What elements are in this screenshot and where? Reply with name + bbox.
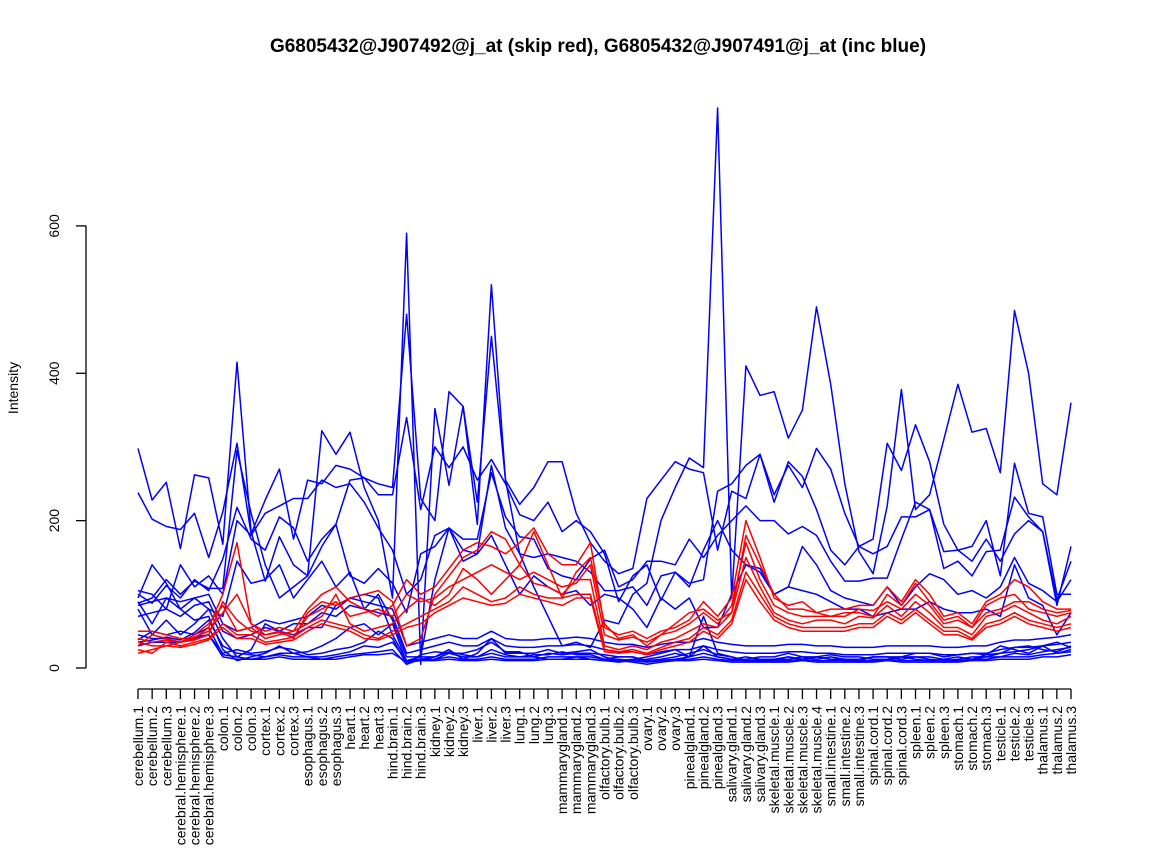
x-tick-label: pinealgland.3: [710, 706, 726, 790]
x-tick-label: testicle.1: [992, 706, 1008, 761]
x-tick-label: skeletal.muscle.3: [794, 706, 810, 814]
x-tick-label: olfactory.bulb.1: [597, 706, 613, 800]
x-tick-label: kidney.2: [441, 706, 457, 757]
skip-red-series-line: [137, 556, 1072, 655]
x-tick-label: colon.3: [243, 706, 259, 751]
x-tick-label: cerebellum.2: [144, 706, 160, 786]
x-tick-label: salivary.gland.2: [738, 706, 754, 802]
x-tick-label: heart.2: [356, 706, 372, 750]
y-axis-label: Intensity: [5, 362, 21, 414]
inc-blue-series-line: [137, 471, 1072, 610]
x-tick-label: ovary.2: [653, 706, 669, 751]
series-lines: [137, 107, 1072, 666]
x-tick-label: spinal.cord.2: [879, 706, 895, 786]
x-tick-label: testicle.3: [1021, 706, 1037, 761]
x-tick-label: spleen.2: [922, 706, 938, 759]
x-tick-label: cortex.1: [257, 706, 273, 756]
inc-blue-series-line: [137, 449, 1072, 614]
skip-red-series-line: [137, 530, 1072, 647]
x-tick-label: stomach.1: [950, 706, 966, 771]
inc-blue-series-line: [137, 416, 1072, 607]
x-tick-label: liver.1: [469, 706, 485, 743]
inc-blue-series-line: [137, 593, 1072, 649]
x-tick-label: spinal.cord.3: [893, 706, 909, 786]
x-tick-label: mammarygland.1: [554, 706, 570, 814]
x-tick-label: cerebellum.1: [130, 706, 146, 786]
x-tick-label: kidney.3: [455, 706, 471, 757]
x-tick-label: liver.3: [498, 706, 514, 743]
x-tick-label: cortex.3: [286, 706, 302, 756]
x-tick-label: liver.2: [483, 706, 499, 743]
x-tick-label: hind.brain.1: [384, 706, 400, 779]
x-tick-label: pinealgland.2: [695, 706, 711, 790]
x-tick-label: lung.2: [526, 706, 542, 744]
x-tick-label: thalamus.3: [1063, 706, 1079, 775]
x-tick-label: esophagus.1: [300, 706, 316, 786]
chart-title: G6805432@J907492@j_at (skip red), G68054…: [270, 36, 926, 57]
x-tick-label: olfactory.bulb.2: [611, 706, 627, 800]
x-tick-label: spleen.1: [908, 706, 924, 759]
x-tick-label: heart.1: [342, 706, 358, 750]
inc-blue-series-line: [137, 313, 1071, 596]
x-tick-label: heart.3: [370, 706, 386, 750]
x-tick-label: spinal.cord.1: [865, 706, 881, 786]
x-tick-label: hind.brain.3: [413, 706, 429, 779]
x-tick-label: cortex.2: [271, 706, 287, 756]
skip-red-series-line: [137, 578, 1072, 656]
y-tick-label: 200: [46, 509, 62, 533]
x-tick-label: skeletal.muscle.1: [766, 706, 782, 814]
x-tick-label: mammarygland.3: [582, 706, 598, 814]
inc-blue-series-line: [137, 107, 1072, 666]
x-tick-label: small.intestine.2: [837, 706, 853, 807]
x-tick-label: cerebral.hemisphere.1: [172, 706, 188, 846]
x-tick-label: mammarygland.2: [568, 706, 584, 814]
x-tick-label: hind.brain.2: [399, 706, 415, 779]
x-tick-label: cerebral.hemisphere.2: [187, 706, 203, 846]
y-tick-label: 600: [46, 214, 62, 238]
skip-red-series-line: [137, 571, 1072, 655]
x-tick-label: salivary.gland.1: [724, 706, 740, 802]
x-tick-label: colon.1: [215, 706, 231, 751]
x-tick-label: cerebellum.3: [158, 706, 174, 786]
x-tick-label: skeletal.muscle.2: [780, 706, 796, 814]
x-tick-label: testicle.2: [1006, 706, 1022, 761]
x-tick-label: pinealgland.1: [681, 706, 697, 790]
inc-blue-series-line: [137, 630, 1072, 666]
x-tick-label: small.intestine.3: [851, 706, 867, 807]
x-tick-label: lung.1: [512, 706, 528, 744]
x-tick-label: lung.3: [540, 706, 556, 744]
y-tick-label: 400: [46, 361, 62, 385]
x-tick-label: spleen.3: [936, 706, 952, 759]
x-axis: cerebellum.1cerebellum.2cerebellum.3cere…: [130, 688, 1079, 846]
x-tick-label: thalamus.1: [1035, 706, 1051, 775]
x-tick-label: stomach.2: [964, 706, 980, 771]
x-tick-label: small.intestine.1: [823, 706, 839, 807]
x-tick-label: salivary.gland.3: [752, 706, 768, 802]
inc-blue-series-line: [137, 527, 1072, 658]
inc-blue-series-line: [137, 634, 1072, 666]
x-tick-label: skeletal.muscle.4: [809, 706, 825, 814]
y-axis: 0 200 400 600: [46, 214, 87, 672]
x-tick-label: thalamus.2: [1049, 706, 1065, 775]
x-tick-label: esophagus.2: [314, 706, 330, 786]
x-tick-label: kidney.1: [427, 706, 443, 757]
x-tick-label: esophagus.3: [328, 706, 344, 786]
x-tick-label: cerebral.hemisphere.3: [201, 706, 217, 846]
x-tick-label: ovary.3: [667, 706, 683, 751]
x-tick-label: olfactory.bulb.3: [625, 706, 641, 800]
x-tick-label: ovary.1: [639, 706, 655, 751]
x-tick-label: colon.2: [229, 706, 245, 751]
inc-blue-series-line: [137, 626, 1072, 666]
x-tick-label: stomach.3: [978, 706, 994, 771]
y-tick-label: 0: [46, 664, 62, 672]
